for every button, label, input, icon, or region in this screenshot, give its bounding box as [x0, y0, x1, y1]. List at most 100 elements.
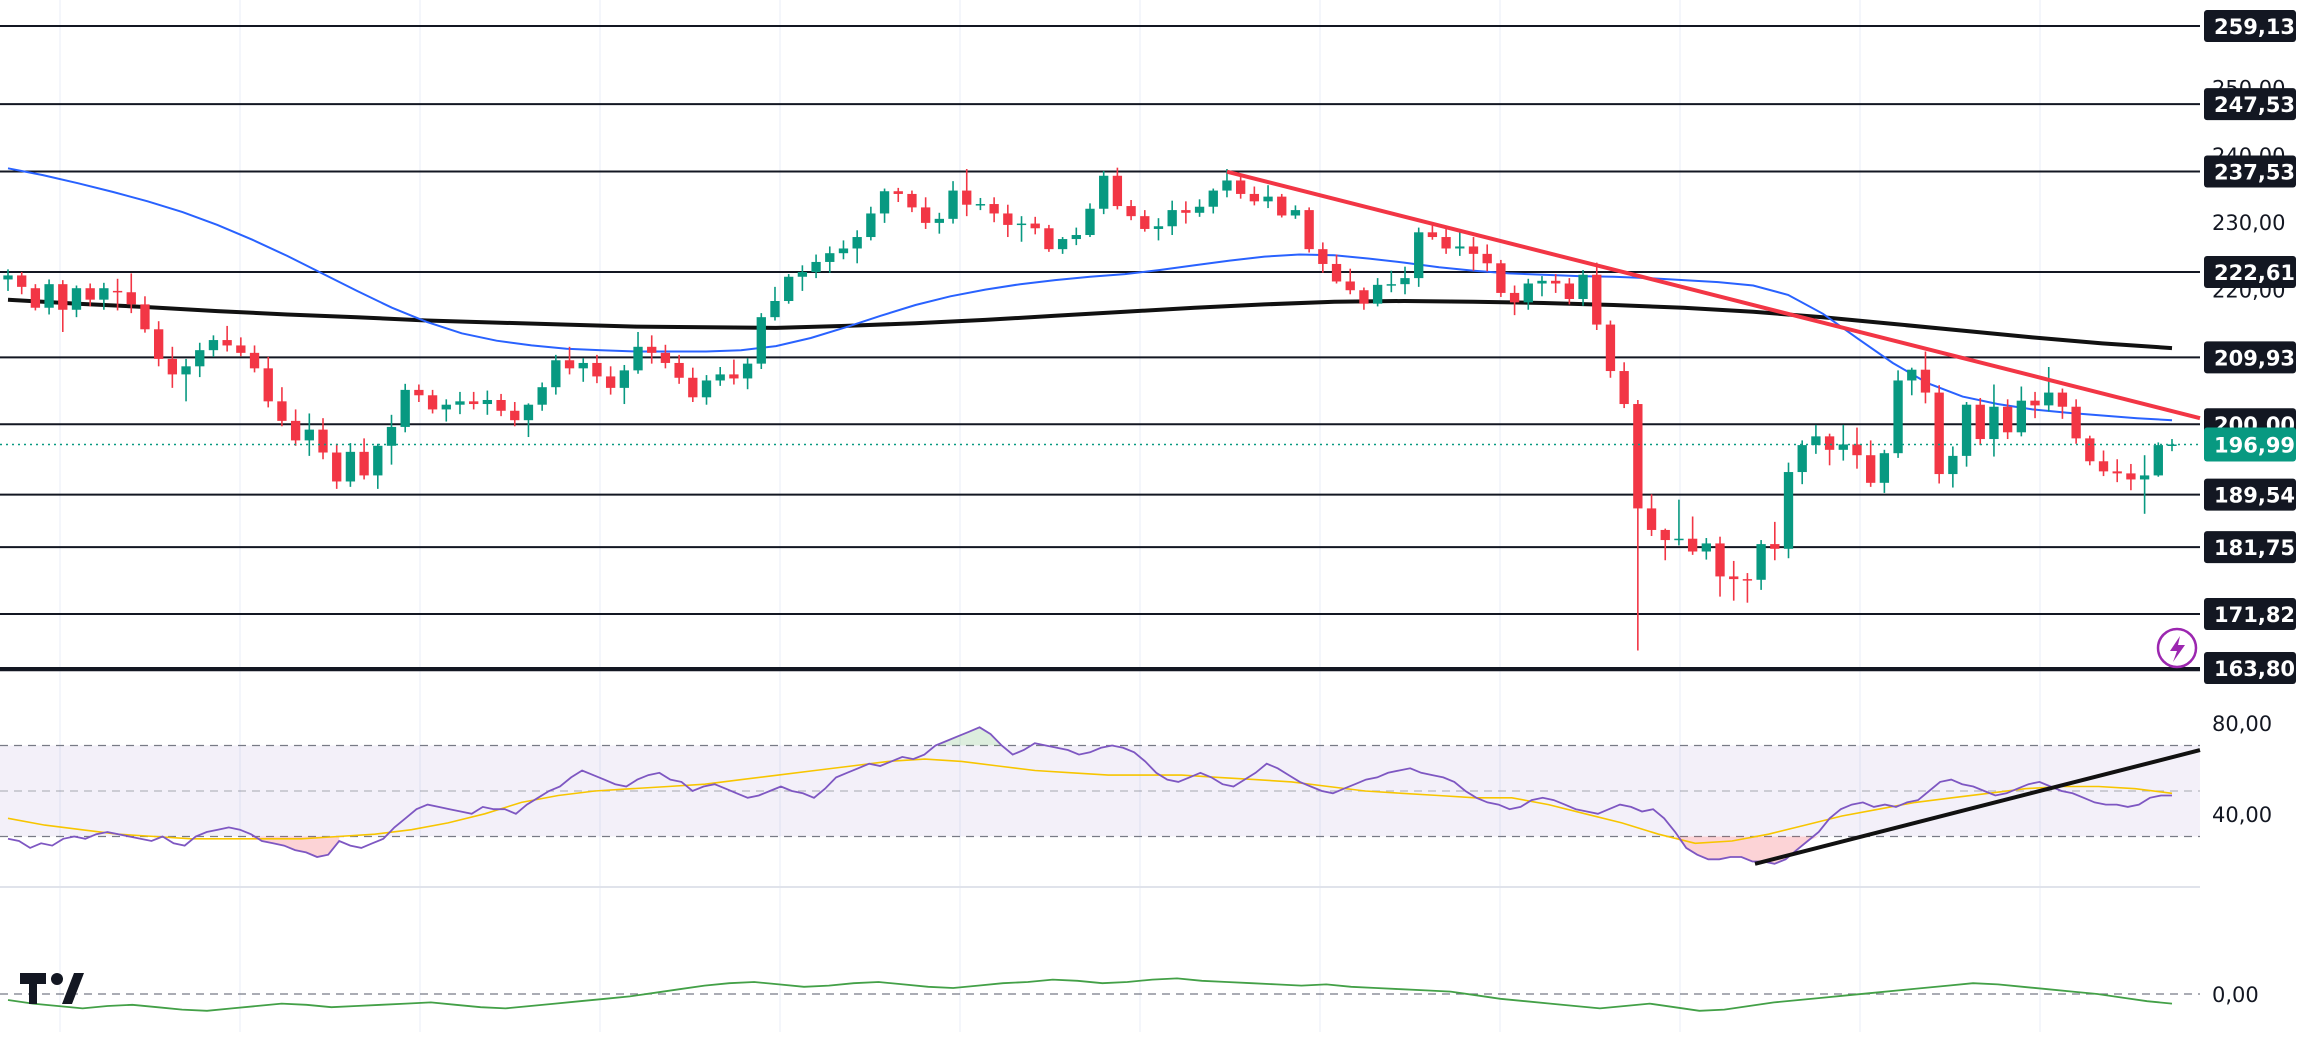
candle-body [99, 288, 109, 300]
moving-averages [7, 167, 2173, 422]
candle-body [1893, 380, 1903, 454]
candle-body [1236, 180, 1246, 194]
candle-body [1071, 235, 1081, 240]
level-label: 189,54 [2214, 484, 2295, 508]
candle-body [1126, 206, 1136, 217]
level-badge [2204, 10, 2296, 43]
trendline-red[interactable] [1226, 169, 2201, 421]
candle-body [1016, 223, 1027, 226]
candle-body [1920, 369, 1931, 393]
candle-body [1715, 543, 1725, 577]
candle-body [647, 346, 657, 353]
candle-body [1701, 543, 1711, 552]
level-label: 222,61 [2214, 261, 2295, 285]
candle-body [1605, 324, 1616, 372]
candle-body [345, 451, 356, 482]
candle-body [2139, 475, 2150, 480]
candle-body [1646, 508, 1657, 530]
flash-button[interactable] [2156, 627, 2198, 669]
candle-body [879, 191, 890, 214]
candle-body [1057, 239, 1068, 250]
candle-body [770, 301, 780, 318]
candle-body [1003, 213, 1013, 225]
candle-body [797, 272, 808, 277]
current-price-badge [2204, 427, 2296, 462]
candle-body [907, 193, 917, 208]
candle-body [386, 426, 397, 446]
candle-body [1852, 444, 1862, 456]
candle-body [578, 362, 588, 369]
candle-body [920, 207, 931, 223]
candle-body [784, 276, 794, 302]
candle-body [537, 387, 547, 405]
candle-body [2085, 438, 2095, 462]
candle-body [71, 288, 82, 310]
candle-body [1085, 208, 1095, 236]
candle-body [1277, 196, 1287, 216]
candle-body [1811, 436, 1821, 446]
candle-body [962, 190, 972, 205]
rsi-axis-ticks: 80,00 40,00 [2212, 712, 2272, 827]
candle-body [605, 376, 616, 388]
candle-body [1756, 544, 1766, 580]
rsi-trendline[interactable] [1754, 748, 2201, 866]
candle-body [1249, 193, 1260, 202]
oscillator-tick-label: 0,00 [2212, 983, 2259, 1007]
rsi-pane[interactable]: 80,00 40,00 [0, 712, 2272, 888]
level-badge [2204, 88, 2296, 121]
oscillator-axis-ticks: 0,00 [2212, 983, 2259, 1007]
candle-body [222, 340, 232, 346]
current-price-label: 196,99 [2204, 427, 2296, 462]
candle-body [852, 237, 862, 249]
candle-body [2044, 392, 2054, 406]
horizontal-levels [0, 25, 2200, 669]
candle-body [756, 317, 766, 364]
candle-body [1907, 369, 1917, 381]
candle-body [633, 346, 643, 371]
rsi-oversold-fill [228, 836, 340, 857]
candle-body [1633, 404, 1643, 509]
candle-body [1879, 453, 1890, 483]
level-label: 237,53 [2214, 161, 2295, 185]
candle-body [30, 288, 41, 308]
level-label: 171,82 [2214, 603, 2295, 627]
candle-body [729, 374, 739, 379]
candle-body [1537, 280, 1547, 284]
candle-body [2016, 400, 2026, 433]
rsi-ma-line [7, 758, 2173, 845]
candle-body [1975, 404, 1985, 440]
candle-body [564, 360, 575, 369]
lightning-icon[interactable] [2170, 636, 2185, 662]
rsi-overbought-fill [935, 727, 1024, 746]
candle-body [1167, 210, 1177, 227]
candle-body [1181, 210, 1191, 213]
candle-body [2002, 406, 2013, 433]
candle-body [1783, 472, 1794, 549]
tradingview-logo[interactable] [20, 973, 84, 1004]
candle-body [2030, 400, 2040, 406]
candle-body [400, 389, 410, 427]
candle-body [1482, 253, 1492, 264]
candle-body [58, 284, 68, 310]
candle-body [249, 352, 260, 369]
candle-body [688, 377, 698, 398]
candle-body [277, 401, 287, 421]
candle-body [866, 213, 876, 238]
candle-body [1948, 455, 1958, 475]
candle-body [1140, 216, 1150, 229]
candle-body [619, 370, 629, 388]
rsi-line [7, 726, 2172, 865]
candle-body [290, 420, 301, 441]
candle-body [523, 404, 534, 421]
candle-body [1866, 455, 1876, 483]
candle-body [154, 329, 164, 359]
candle-body [263, 368, 273, 402]
oscillator-pane[interactable]: 0,00 [0, 977, 2259, 1012]
candle-body [1263, 196, 1273, 202]
candle-body [236, 345, 246, 353]
candle-body [195, 350, 205, 367]
candle-body [1304, 210, 1314, 250]
